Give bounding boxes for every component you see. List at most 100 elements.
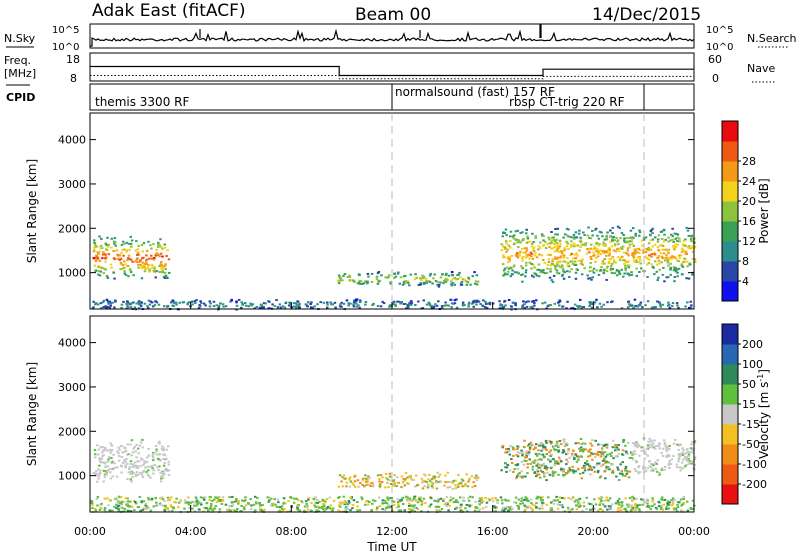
echo-cell [693,258,697,261]
echo-cell [571,452,574,455]
echo-cell [528,448,532,451]
echo-cell [616,240,619,243]
echo-cell [557,456,561,459]
echo-cell [547,258,550,261]
echo-cell [395,485,398,488]
echo-cell [514,230,517,233]
echo-cell [689,300,692,303]
echo-cell [524,498,527,501]
echo-cell [127,242,131,245]
echo-cell [690,240,693,242]
echo-cell [617,452,621,455]
echo-cell [568,456,571,459]
echo-cell [498,307,502,310]
echo-cell [380,274,383,277]
echo-cell [633,252,637,255]
echo-cell [444,273,448,276]
echo-cell [525,450,528,453]
echo-cell [553,246,556,249]
echo-cell [263,508,266,511]
echo-cell [472,305,475,308]
echo-cell [563,260,566,263]
echo-cell [616,500,620,503]
echo-cell [549,270,552,273]
echo-cell [655,507,659,510]
echo-cell [635,461,638,464]
echo-cell [388,472,392,475]
echo-cell [471,496,474,499]
echo-cell [638,231,642,234]
echo-cell [93,241,96,244]
echo-cell [450,283,453,286]
echo-cell [545,453,549,455]
echo-cell [385,476,388,479]
echo-cell [137,244,140,247]
echo-cell [465,473,468,476]
echo-cell [411,504,414,507]
echo-cell [660,255,664,258]
echo-cell [665,506,668,509]
echo-cell [550,508,553,511]
echo-cell [103,473,107,476]
echo-cell [376,506,379,509]
echo-cell [163,305,166,308]
echo-cell [603,459,607,462]
echo-cell [565,261,569,264]
echo-cell [296,507,299,510]
echo-cell [336,279,340,282]
echo-cell [667,236,670,239]
echo-cell [103,509,106,512]
echo-cell [132,471,135,474]
echo-cell [103,507,107,509]
echo-cell [107,300,110,303]
echo-cell [593,498,596,501]
echo-cell [148,303,152,306]
echo-cell [110,468,114,471]
echo-cell [522,463,526,466]
echo-cell [658,303,662,306]
echo-cell [458,271,461,274]
echo-cell [548,440,551,443]
echo-cell [413,278,417,281]
echo-cell [219,302,222,305]
echo-cell [105,306,108,309]
echo-cell [563,233,567,236]
echo-cell [281,305,285,308]
echo-cell [554,265,557,268]
echo-cell [668,445,671,447]
echo-cell [609,265,613,267]
echo-cell [346,276,350,278]
echo-cell [693,458,696,460]
echo-cell [142,463,145,466]
echo-cell [173,501,176,503]
echo-cell [117,254,120,257]
echo-cell [562,449,565,452]
echo-cell [365,479,369,482]
echo-cell [525,241,529,244]
echo-cell [504,304,507,307]
echo-cell [669,239,672,242]
echo-cell [129,271,133,274]
colorbar-tick-label: 50 [742,378,756,391]
echo-cell [292,305,296,308]
echo-cell [107,458,110,461]
echo-cell [304,500,308,503]
echo-cell [164,507,167,510]
colorbar-frame [721,120,739,302]
echo-cell [684,252,687,255]
station-title: Adak East (fitACF) [92,1,246,21]
echo-cell [596,453,600,456]
echo-cell [638,259,642,262]
echo-cell [393,482,397,485]
echo-cell [148,269,152,272]
echo-cell [638,509,641,512]
x-tick-label: 08:00 [275,525,307,538]
echo-cell [533,254,537,257]
echo-cell [687,462,690,465]
echo-cell [605,446,609,449]
echo-cell [666,261,670,264]
velocity-unit-main: Velocity [m s [757,382,771,459]
echo-cell [460,478,464,481]
echo-cell [599,502,602,504]
echo-cell [152,505,155,508]
